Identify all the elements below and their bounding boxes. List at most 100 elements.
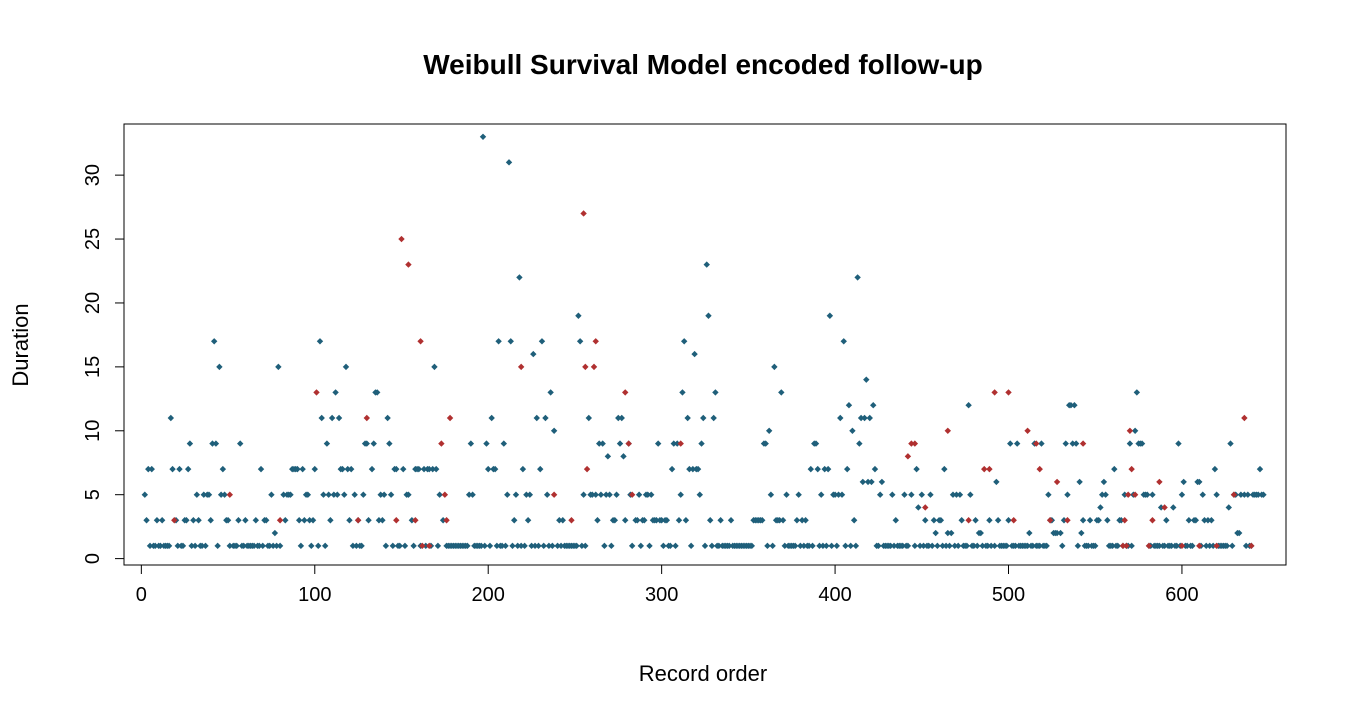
data-point-censored-177 xyxy=(465,491,473,498)
data-point-censored-508 xyxy=(1057,529,1064,537)
data-point-censored-38 xyxy=(209,440,216,447)
data-point-censored-401 xyxy=(863,376,870,383)
data-point-censored-217 xyxy=(535,542,542,550)
data-point-censored-190 xyxy=(488,414,495,422)
data-point-censored-299 xyxy=(686,465,693,473)
data-point-censored-415 xyxy=(887,542,894,550)
data-point-censored-399 xyxy=(859,478,867,486)
data-point-censored-304 xyxy=(694,465,702,473)
data-point-censored-346 xyxy=(767,491,775,498)
data-point-censored-361 xyxy=(793,517,801,524)
data-point-censored-24 xyxy=(184,465,192,473)
data-point-event-62 xyxy=(1241,414,1248,422)
data-point-censored-33 xyxy=(200,491,207,498)
data-point-censored-73 xyxy=(271,529,279,537)
data-point-censored-390 xyxy=(844,465,851,473)
data-point-censored-353 xyxy=(779,517,787,524)
data-point-event-9 xyxy=(412,517,419,524)
data-point-censored-323 xyxy=(727,517,735,524)
data-point-censored-137 xyxy=(387,491,395,498)
data-point-censored-543 xyxy=(1118,517,1125,524)
data-point-event-4 xyxy=(354,517,362,524)
data-point-censored-316 xyxy=(715,542,723,550)
data-point-event-25 xyxy=(622,389,629,396)
data-point-censored-391 xyxy=(845,402,853,409)
data-point-censored-426 xyxy=(908,491,915,498)
data-point-censored-470 xyxy=(987,542,995,550)
data-point-event-47 xyxy=(1119,542,1127,550)
data-point-censored-87 xyxy=(297,542,305,550)
data-point-censored-85 xyxy=(294,465,301,473)
data-point-censored-490 xyxy=(1024,542,1031,550)
data-point-censored-143 xyxy=(400,465,407,473)
data-point-censored-253 xyxy=(602,491,610,498)
data-point-censored-372 xyxy=(812,440,820,447)
data-point-censored-396 xyxy=(854,274,861,281)
data-point-event-16 xyxy=(446,414,454,422)
data-point-event-51 xyxy=(1126,427,1134,434)
data-point-censored-437 xyxy=(928,542,936,550)
data-point-event-27 xyxy=(628,491,636,498)
data-point-censored-296 xyxy=(680,338,688,345)
data-point-censored-61 xyxy=(250,542,258,550)
y-tick-label: 30 xyxy=(82,164,104,186)
data-point-censored-246 xyxy=(589,491,596,498)
data-point-censored-431 xyxy=(918,491,925,498)
y-tick-label: 10 xyxy=(82,420,104,442)
data-point-censored-121 xyxy=(358,542,365,550)
data-point-censored-535 xyxy=(1104,517,1111,524)
data-point-censored-551 xyxy=(1131,427,1139,434)
data-point-censored-6 xyxy=(152,542,159,550)
data-point-censored-548 xyxy=(1126,440,1134,447)
data-point-censored-56 xyxy=(242,517,249,524)
data-point-censored-133 xyxy=(380,491,388,498)
data-point-censored-112 xyxy=(342,363,350,371)
data-point-censored-134 xyxy=(382,542,390,550)
data-point-event-8 xyxy=(405,261,412,268)
data-point-censored-306 xyxy=(698,440,705,447)
data-point-censored-472 xyxy=(993,478,1000,486)
data-point-censored-113 xyxy=(344,465,351,473)
data-point-censored-469 xyxy=(986,517,993,524)
data-point-censored-222 xyxy=(543,491,551,498)
data-point-event-2 xyxy=(276,517,284,524)
data-point-censored-406 xyxy=(871,465,879,473)
data-point-censored-27 xyxy=(190,517,197,524)
data-point-event-24 xyxy=(592,338,599,345)
data-point-censored-151 xyxy=(415,465,423,473)
y-axis-label: Duration xyxy=(8,303,33,386)
data-point-censored-280 xyxy=(653,517,660,524)
data-point-censored-37 xyxy=(207,517,214,524)
data-point-censored-124 xyxy=(363,440,371,447)
data-point-censored-539 xyxy=(1111,465,1118,473)
y-tick-label: 20 xyxy=(82,292,104,314)
data-point-censored-197 xyxy=(500,440,508,447)
data-point-censored-4 xyxy=(148,465,155,473)
data-point-censored-408 xyxy=(875,542,882,550)
data-point-censored-410 xyxy=(878,478,886,486)
data-point-event-57 xyxy=(1161,504,1168,511)
data-point-censored-263 xyxy=(620,453,627,460)
data-point-censored-106 xyxy=(332,389,339,396)
data-point-event-45 xyxy=(1064,517,1071,524)
data-point-censored-247 xyxy=(592,491,599,498)
chart-title: Weibull Survival Model encoded follow-up xyxy=(423,49,983,80)
data-point-censored-286 xyxy=(663,517,671,524)
data-point-censored-473 xyxy=(994,517,1002,524)
x-tick-label: 0 xyxy=(136,584,147,606)
data-point-event-59 xyxy=(1196,542,1203,550)
data-point-censored-471 xyxy=(991,542,998,550)
data-point-censored-588 xyxy=(1196,478,1203,486)
data-point-censored-317 xyxy=(717,517,724,524)
data-point-censored-53 xyxy=(237,440,244,447)
data-point-censored-541 xyxy=(1114,542,1121,550)
data-point-censored-300 xyxy=(687,542,695,550)
data-point-censored-77 xyxy=(280,491,287,498)
data-point-censored-468 xyxy=(984,542,991,550)
data-point-censored-478 xyxy=(1003,542,1010,550)
data-point-event-0 xyxy=(171,517,178,524)
data-point-censored-28 xyxy=(191,542,199,550)
data-point-censored-68 xyxy=(263,517,270,524)
x-tick-label: 500 xyxy=(992,584,1025,606)
